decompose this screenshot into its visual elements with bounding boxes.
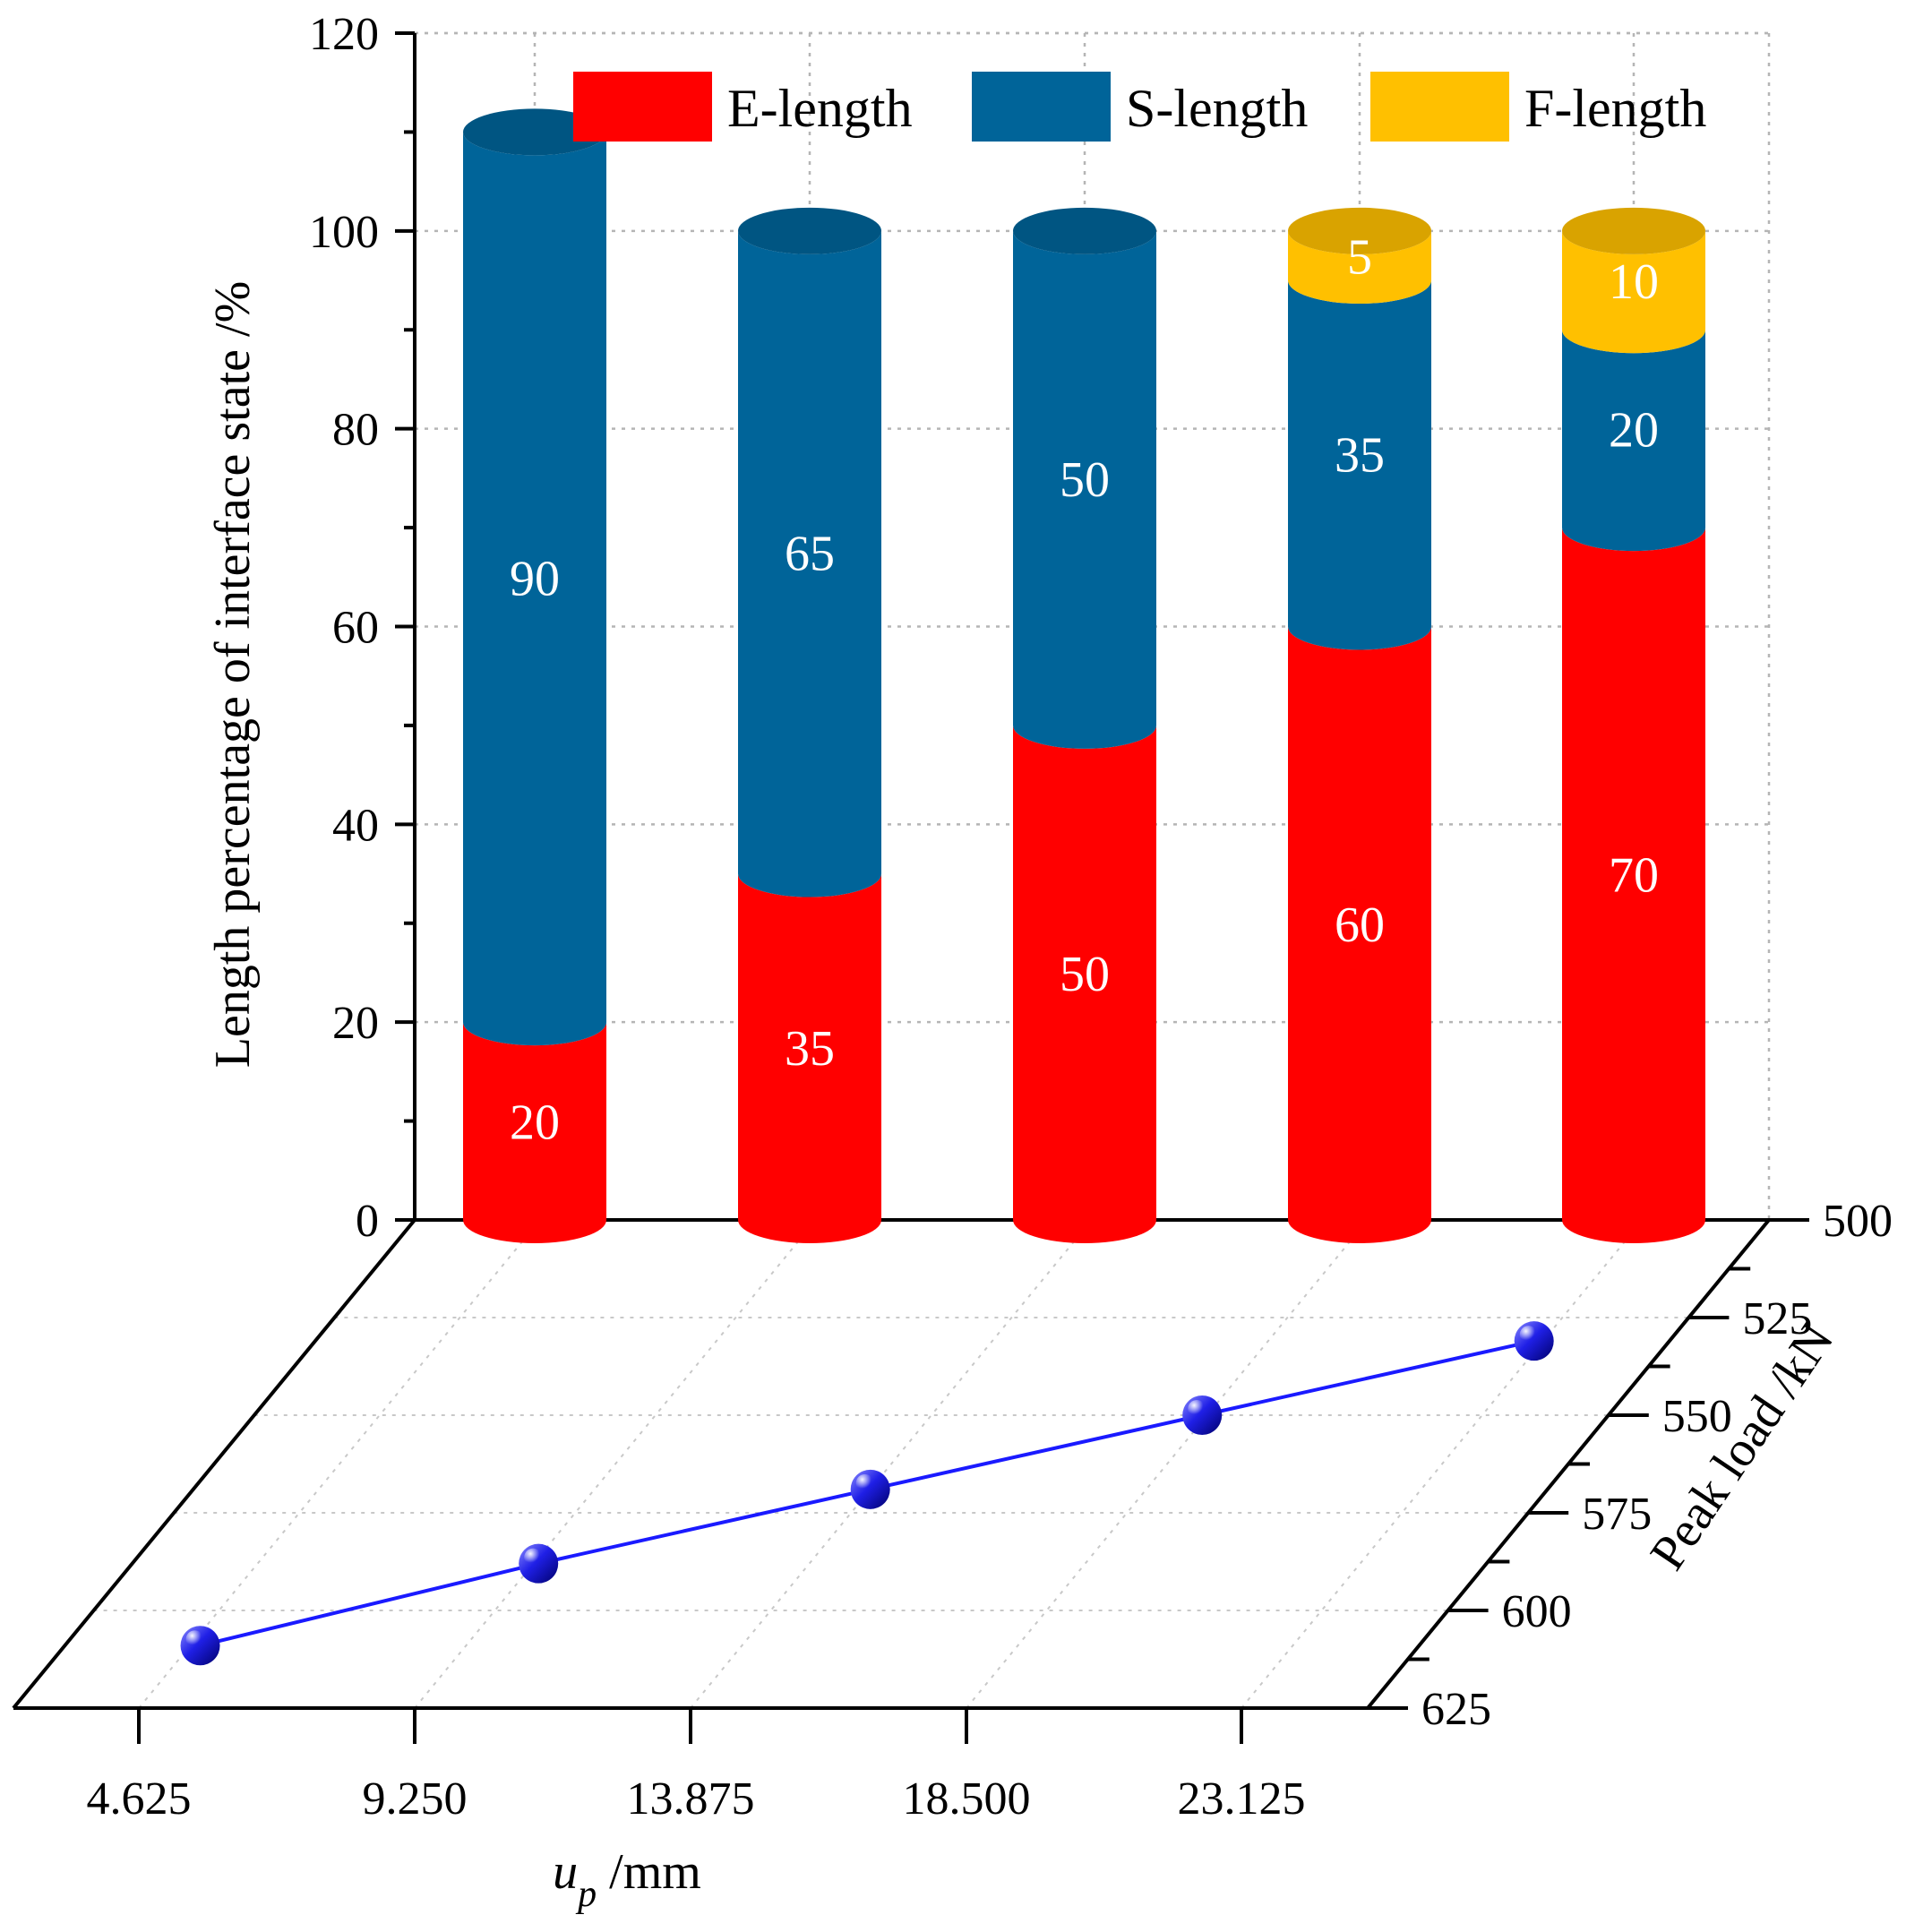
y-tick-label: 100 <box>309 207 379 258</box>
bar-segment-s-length <box>1013 230 1156 749</box>
bar-stack: 70 20 10 <box>1562 207 1705 1243</box>
z-tick-label: 500 <box>1823 1196 1893 1247</box>
bar-value-label: 50 <box>1060 947 1110 1002</box>
y-tick-label: 60 <box>332 603 379 654</box>
bar-top-cap <box>1288 207 1431 254</box>
legend-label-e-length: E-length <box>727 79 913 138</box>
bar-value-label: 60 <box>1335 897 1385 953</box>
bar-segment-e-length <box>463 1022 606 1243</box>
peak-load-point-highlight <box>1519 1326 1538 1344</box>
bar-segment-e-length <box>1013 725 1156 1243</box>
y-tick-label: 120 <box>309 9 379 60</box>
y-axis-ticks: 0 20 40 60 80 100 120 <box>309 9 415 1247</box>
back-wall <box>12 31 1771 1710</box>
bar-stack: 50 50 <box>1013 207 1156 1243</box>
legend: E-length S-length F-length <box>573 72 1706 142</box>
z-tick-label: 600 <box>1502 1586 1572 1637</box>
bar-segment-e-length <box>1562 528 1705 1243</box>
axes <box>12 33 1771 1710</box>
bar-value-label: 70 <box>1609 848 1659 904</box>
x-tick-label: 13.875 <box>627 1773 755 1825</box>
bar-top-cap <box>738 207 881 254</box>
bar-value-label: 35 <box>785 1021 835 1077</box>
legend-swatch-e-length <box>573 72 712 142</box>
bar-value-label: 10 <box>1609 254 1659 310</box>
y-tick-label: 0 <box>356 1196 379 1247</box>
peak-load-line <box>180 1321 1554 1666</box>
x-gridline-floor <box>690 1219 1093 1709</box>
z-tick-label: 550 <box>1662 1391 1732 1442</box>
x-axis-title-sub: p <box>575 1874 597 1915</box>
bar-value-label: 90 <box>510 551 560 606</box>
peak-load-point-highlight <box>855 1473 874 1492</box>
bar-top-cap <box>1562 207 1705 254</box>
x-gridline-floor <box>414 1219 817 1709</box>
bar-value-label: 35 <box>1335 427 1385 483</box>
bar-segment-s-length <box>738 230 881 897</box>
bar-segment-e-length <box>738 873 881 1243</box>
legend-swatch-f-length <box>1370 72 1509 142</box>
peak-load-point-highlight <box>524 1548 543 1567</box>
bar-segment-e-length <box>1288 626 1431 1243</box>
y-tick-label: 80 <box>332 405 379 456</box>
bar-value-label: 20 <box>510 1095 560 1151</box>
floor-left-edge <box>12 1218 416 1710</box>
x-tick-label: 9.250 <box>363 1773 468 1825</box>
bar-value-label: 20 <box>1609 403 1659 459</box>
y-tick-label: 40 <box>332 800 379 851</box>
x-axis-title-unit: /mm <box>597 1844 701 1900</box>
floor-gridlines <box>93 1219 1689 1709</box>
z-tick-label: 625 <box>1421 1684 1491 1735</box>
bar-stack: 60 35 5 <box>1288 207 1431 1243</box>
x-tick-label: 18.500 <box>903 1773 1031 1825</box>
peak-load-point-highlight <box>1188 1400 1206 1418</box>
x-axis-title: up /mm <box>553 1844 701 1915</box>
y-axis-title: Length percentage of interface state /% <box>205 281 261 1068</box>
bar-value-label: 50 <box>1060 452 1110 508</box>
bar-value-label: 65 <box>785 527 835 582</box>
bar-segment-s-length <box>463 132 606 1046</box>
legend-label-s-length: S-length <box>1126 79 1308 138</box>
z-tick-label: 575 <box>1582 1489 1652 1540</box>
y-tick-label: 20 <box>332 998 379 1049</box>
bar-top-cap <box>1013 207 1156 254</box>
x-gridline-floor <box>966 1219 1369 1709</box>
bar-segment-f-length <box>1288 230 1431 305</box>
bar-segment-f-length <box>1562 230 1705 354</box>
z-tick-label: 525 <box>1742 1293 1812 1344</box>
bar-stack: 35 65 <box>738 207 881 1243</box>
legend-swatch-s-length <box>972 72 1111 142</box>
bar-segment-s-length <box>1562 330 1705 552</box>
x-gridline-floor <box>1241 1219 1644 1709</box>
x-gridline-floor <box>138 1219 541 1709</box>
bar-top-cap <box>463 108 606 156</box>
bar-value-label: 5 <box>1347 229 1372 285</box>
z-axis-title: Peak load /kN <box>1640 1313 1845 1580</box>
peak-load-point-highlight <box>185 1630 204 1649</box>
x-axis-ticks: 4.625 9.250 13.875 18.500 23.125 <box>87 1708 1306 1825</box>
bar-segment-s-length <box>1288 280 1431 650</box>
legend-label-f-length: F-length <box>1524 79 1706 138</box>
x-axis-title-main: u <box>553 1844 578 1900</box>
x-tick-label: 23.125 <box>1178 1773 1306 1825</box>
x-tick-label: 4.625 <box>87 1773 192 1825</box>
